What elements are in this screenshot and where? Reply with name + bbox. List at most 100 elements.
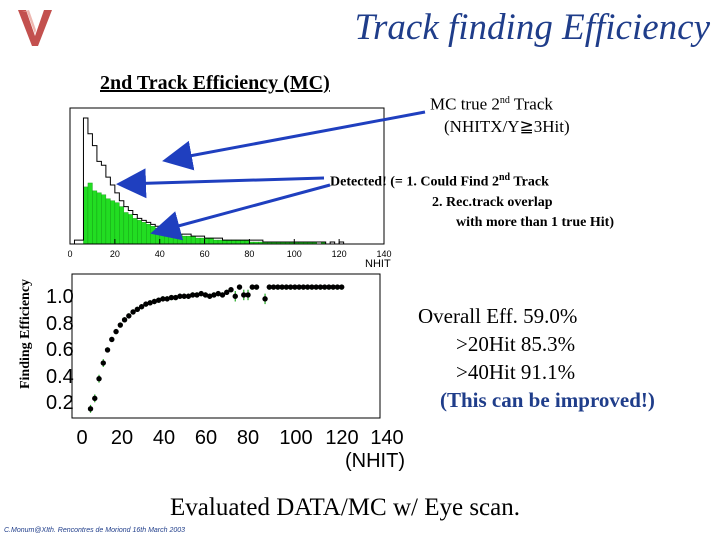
- efficiency-point: [113, 328, 119, 335]
- efficiency-point: [300, 284, 307, 290]
- efficiency-point: [296, 284, 302, 290]
- efficiency-point: [87, 406, 94, 412]
- detected-note: Detected! (= 1. Could Find 2nd Track 2. …: [330, 168, 614, 233]
- efficiency-point: [130, 309, 136, 315]
- hist-tick-label: 120: [332, 249, 347, 259]
- hist-tick-label: 20: [110, 249, 120, 259]
- efficiency-point: [109, 336, 115, 343]
- efficiency-point: [121, 317, 128, 323]
- ytick-label: 0.8: [46, 312, 74, 335]
- efficiency-point: [338, 284, 345, 290]
- efficiency-point: [198, 290, 204, 297]
- xtick-label: 140: [370, 427, 404, 449]
- footer-text: Evaluated DATA/MC w/ Eye scan.: [170, 494, 520, 521]
- efficiency-point: [177, 293, 183, 299]
- efficiency-point: [211, 292, 217, 298]
- mc-note-line1: MC true 2nd Track: [430, 94, 553, 114]
- detected-arrow-lower: [150, 183, 331, 241]
- overall-line: >40Hit 91.1%: [456, 360, 576, 384]
- eff-frame: [71, 273, 381, 419]
- efficiency-point: [330, 284, 336, 290]
- xtick-label: 60: [194, 427, 218, 449]
- efficiency-point: [104, 347, 111, 353]
- efficiency-plot: [71, 273, 381, 419]
- overall-efficiency: Overall Eff. 59.0% >20Hit 85.3% >40Hit 9…: [418, 302, 655, 414]
- ytick-label: 0.2: [46, 392, 74, 414]
- efficiency-point: [219, 292, 226, 298]
- logo-v-icon: [18, 10, 52, 46]
- efficiency-point: [321, 284, 328, 290]
- efficiency-point: [189, 292, 196, 298]
- detected-note-line1: Detected! (= 1. Could Find 2nd Track: [330, 172, 549, 190]
- efficiency-point: [266, 284, 273, 290]
- efficiency-point: [185, 293, 192, 299]
- efficiency-point: [287, 284, 294, 290]
- efficiency-point: [100, 360, 106, 366]
- xtick-label: 20: [110, 427, 134, 449]
- efficiency-point: [164, 296, 170, 302]
- efficiency-point: [147, 300, 153, 306]
- efficiency-point: [317, 284, 324, 290]
- efficiency-point: [270, 284, 277, 290]
- efficiency-point: [283, 284, 290, 290]
- efficiency-point: [304, 284, 311, 290]
- efficiency-point: [309, 284, 315, 290]
- xtick-label: 120: [325, 427, 359, 449]
- slide-subtitle: 2nd Track Efficiency (MC): [100, 72, 330, 94]
- slide-title: Track finding Efficiency: [354, 7, 710, 48]
- efficiency-point: [207, 293, 213, 299]
- efficiency-point: [172, 294, 179, 301]
- efficiency-xlabel: (NHIT): [345, 450, 405, 472]
- efficiency-point: [96, 376, 102, 382]
- xtick-label: 0: [76, 427, 88, 449]
- efficiency-point: [241, 292, 247, 298]
- efficiency-point: [224, 289, 230, 296]
- hist-xlabel: NHIT: [365, 258, 391, 270]
- efficiency-point: [126, 313, 132, 319]
- mc-note-line2: (NHITX/Y≧3Hit): [444, 116, 570, 136]
- xtick-label: 40: [152, 427, 176, 449]
- efficiency-point: [253, 284, 260, 290]
- efficiency-point: [326, 284, 332, 290]
- efficiency-point: [143, 301, 149, 307]
- efficiency-point: [202, 292, 209, 298]
- credit-text: C.Monum@XIth. Rencontres de Moriond 16th…: [4, 527, 186, 534]
- efficiency-point: [155, 297, 162, 303]
- overall-line: >20Hit 85.3%: [456, 332, 576, 356]
- efficiency-point: [245, 292, 251, 298]
- ytick-label: 0.4: [46, 365, 74, 388]
- efficiency-point: [275, 284, 281, 290]
- efficiency-point: [262, 296, 268, 302]
- overall-improve-note: (This can be improved!): [440, 388, 655, 412]
- ytick-label: 0.6: [46, 339, 74, 361]
- efficiency-point: [160, 296, 166, 302]
- efficiency-point: [117, 322, 124, 328]
- hist-tick-label: 40: [155, 249, 165, 259]
- efficiency-point: [194, 292, 200, 298]
- mc-note: MC true 2nd Track (NHITX/Y≧3Hit): [430, 90, 570, 138]
- efficiency-point: [232, 293, 238, 299]
- detected-arrow-upper: [116, 168, 325, 199]
- efficiency-point: [181, 293, 187, 299]
- xtick-label: 80: [236, 427, 260, 449]
- efficiency-point: [151, 298, 158, 305]
- xtick-label: 100: [279, 427, 313, 449]
- efficiency-point: [249, 284, 255, 290]
- efficiency-yticks: 1.0 0.8 0.6 0.4 0.2: [46, 284, 74, 417]
- mc-true-arrow: [162, 110, 426, 171]
- efficiency-point: [134, 306, 141, 313]
- efficiency-point: [215, 290, 221, 297]
- efficiency-point: [236, 284, 243, 290]
- detected-note-line3: with more than 1 true Hit): [456, 214, 614, 230]
- efficiency-point: [279, 284, 285, 290]
- efficiency-ylabel: Finding Efficiency: [18, 278, 33, 390]
- hist-tick-label: 80: [244, 249, 254, 259]
- hist-tick-label: 0: [68, 249, 73, 259]
- hist-tick-label: 140: [376, 249, 391, 259]
- hist-tick-label: 60: [200, 249, 210, 259]
- efficiency-point: [228, 287, 234, 293]
- efficiency-point: [138, 304, 145, 310]
- hist-frame: [69, 107, 385, 245]
- overall-line: Overall Eff. 59.0%: [418, 304, 578, 328]
